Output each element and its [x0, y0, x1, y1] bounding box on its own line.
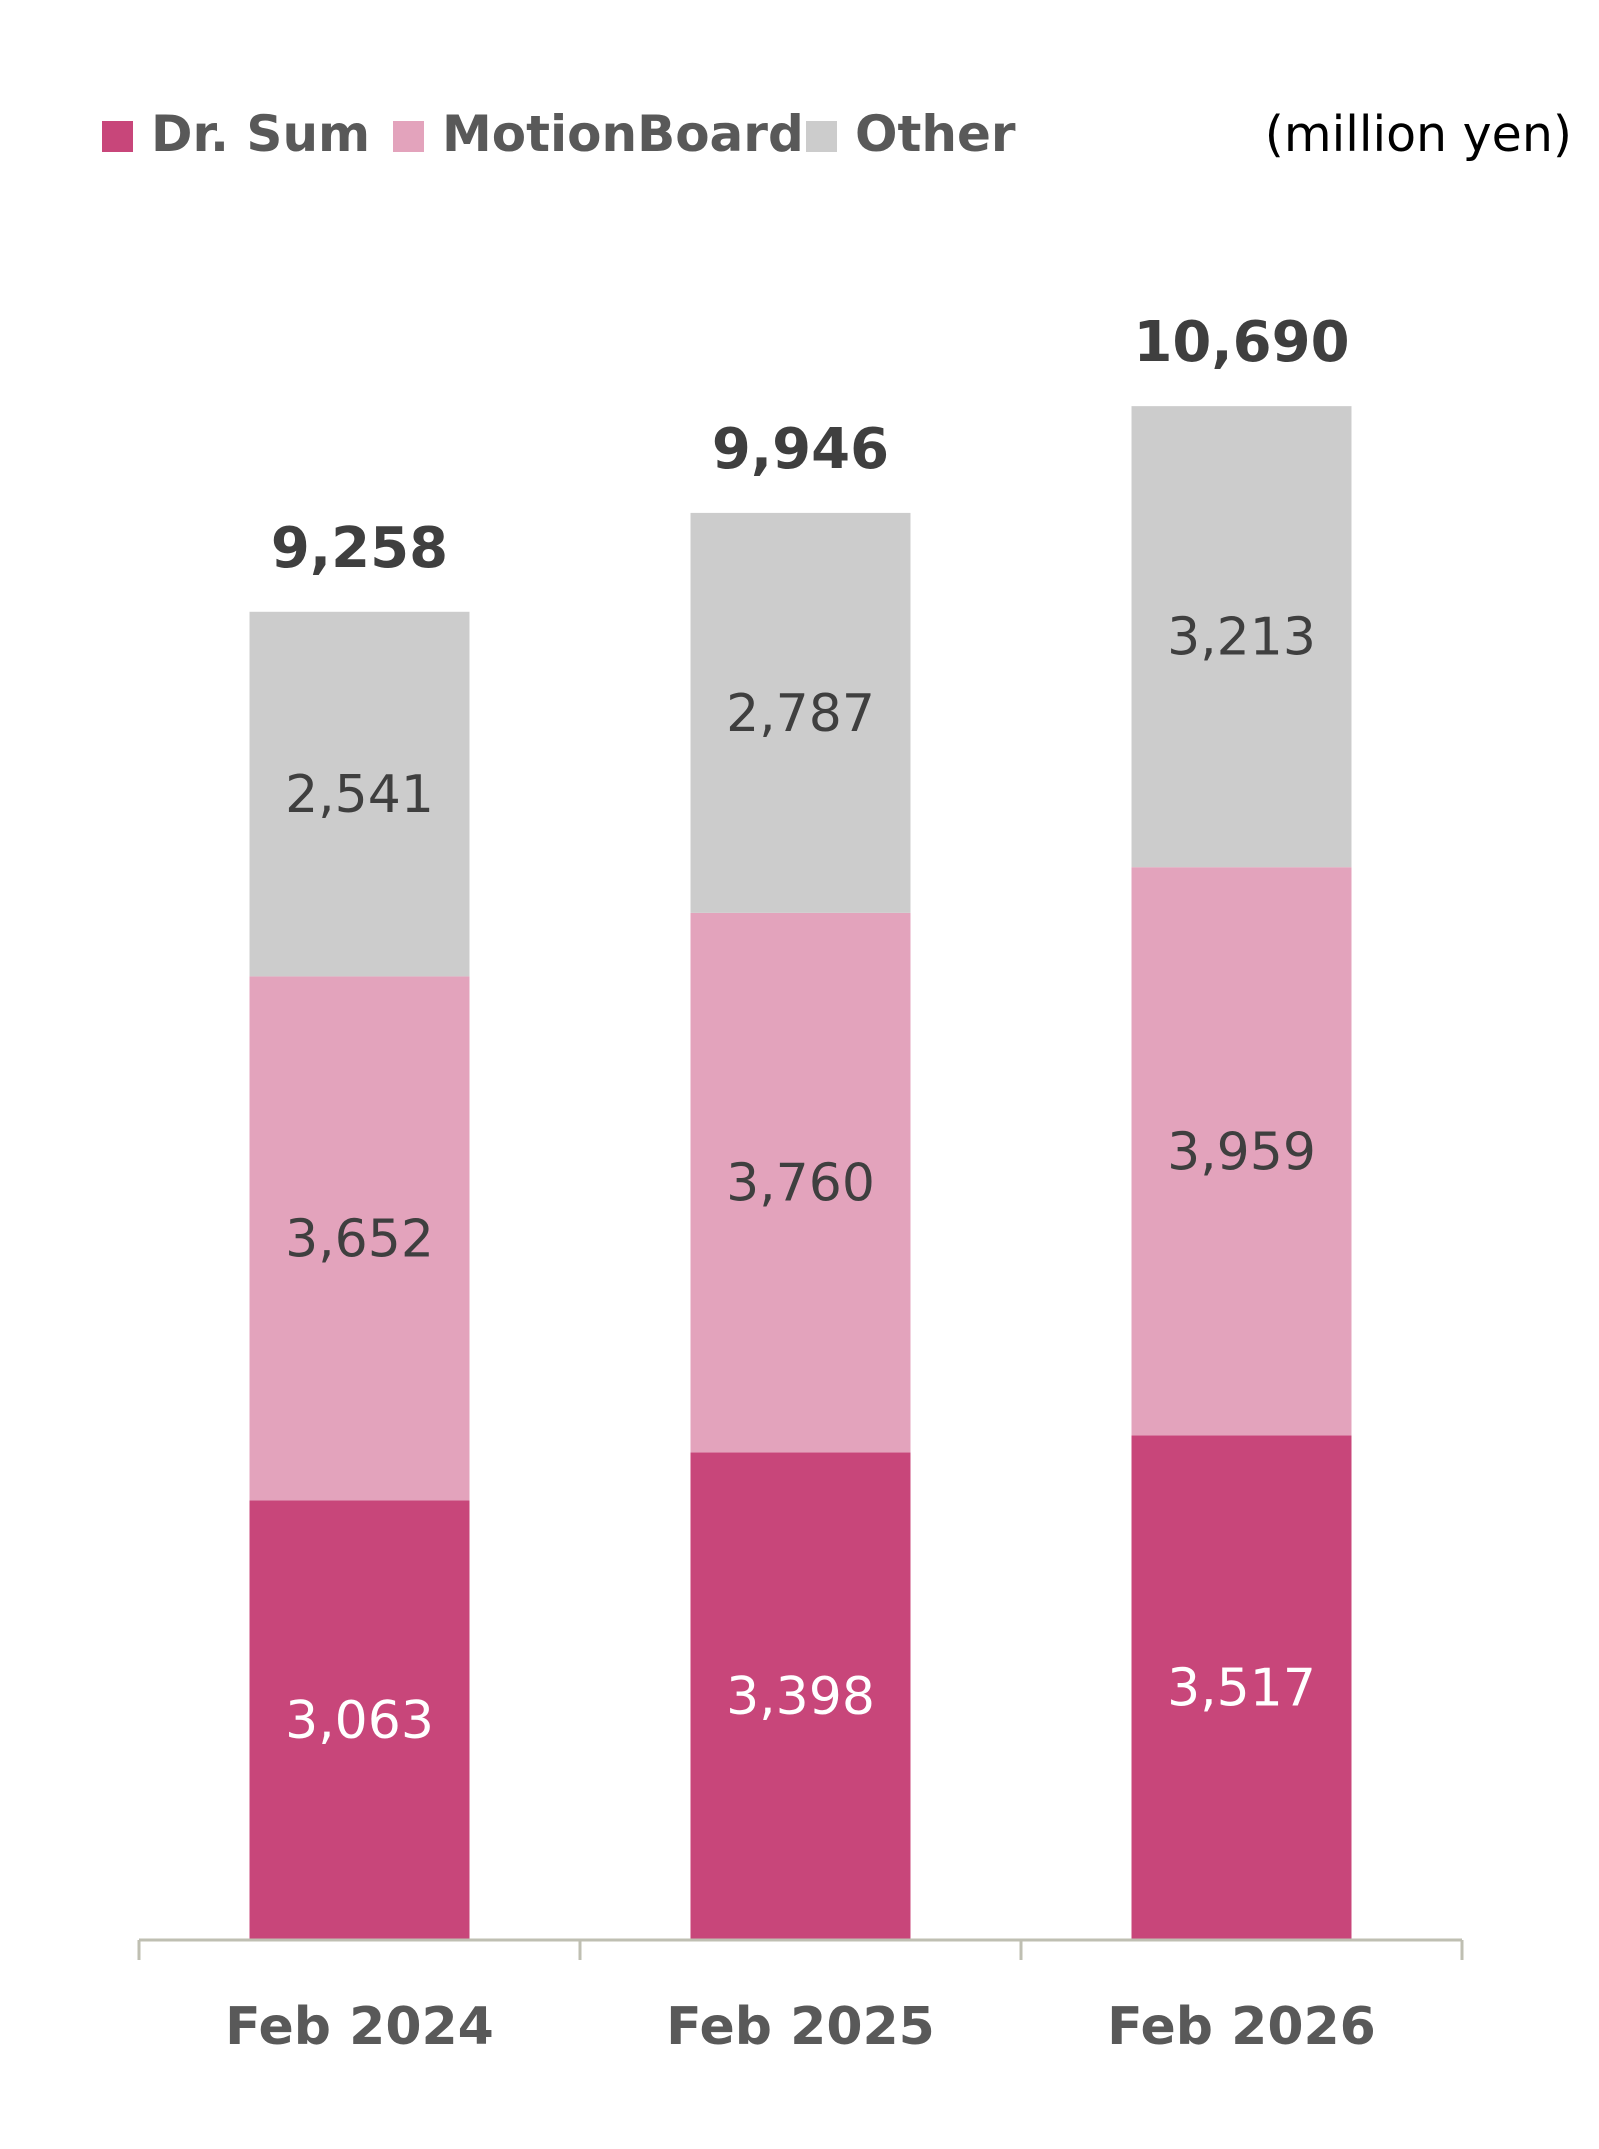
bars: 3,063 3,652 2,541 9,258 3,398 3,760 2,787 9,946…: [249, 310, 1352, 1940]
legend: Dr. Sum MotionBoard Other: [102, 105, 1016, 163]
data-label-motionboard: 3,652: [285, 1209, 434, 1269]
data-label-dr-sum: 3,398: [726, 1667, 875, 1727]
bar-segment-dr-sum: [1131, 1435, 1352, 1940]
legend-item-other: Other: [806, 105, 1016, 163]
x-tick-label: Feb 2024: [225, 1997, 494, 2057]
x-tick-label: Feb 2026: [1107, 1997, 1376, 2057]
data-label-dr-sum: 3,517: [1167, 1659, 1316, 1719]
bar-stack-feb-2026: 3,517 3,959 3,213 10,690: [1131, 310, 1352, 1940]
legend-label: Dr. Sum: [151, 105, 370, 163]
legend-item-dr-sum: Dr. Sum: [102, 105, 370, 163]
data-label-other: 2,787: [726, 684, 875, 744]
unit-label: (million yen): [1265, 106, 1572, 163]
bar-segment-other: [1131, 406, 1352, 868]
bar-segment-other: [249, 611, 470, 977]
legend-item-motionboard: MotionBoard: [393, 105, 804, 163]
legend-swatch-icon: [806, 121, 837, 152]
total-label: 10,690: [1133, 310, 1349, 375]
bar-segment-dr-sum: [690, 1452, 911, 1940]
data-label-other: 3,213: [1167, 608, 1316, 668]
bar-stack-feb-2024: 3,063 3,652 2,541 9,258: [249, 516, 470, 1940]
data-label-motionboard: 3,959: [1167, 1122, 1316, 1182]
legend-label: MotionBoard: [442, 105, 804, 163]
legend-swatch-icon: [102, 121, 133, 152]
bar-segment-motionboard: [249, 976, 470, 1501]
bar-stack-feb-2025: 3,398 3,760 2,787 9,946: [690, 417, 911, 1940]
bar-segment-motionboard: [690, 912, 911, 1453]
legend-swatch-icon: [393, 121, 424, 152]
total-label: 9,946: [712, 417, 889, 482]
x-tick-label: Feb 2025: [666, 1997, 935, 2057]
total-label: 9,258: [271, 516, 448, 581]
data-label-motionboard: 3,760: [726, 1154, 875, 1214]
x-axis: Feb 2024 Feb 2025 Feb 2026: [137, 1938, 1464, 2057]
data-label-other: 2,541: [285, 765, 434, 825]
legend-label: Other: [855, 105, 1016, 163]
bar-segment-motionboard: [1131, 867, 1352, 1436]
bar-segment-other: [690, 512, 911, 913]
bar-segment-dr-sum: [249, 1500, 470, 1940]
data-label-dr-sum: 3,063: [285, 1691, 434, 1751]
